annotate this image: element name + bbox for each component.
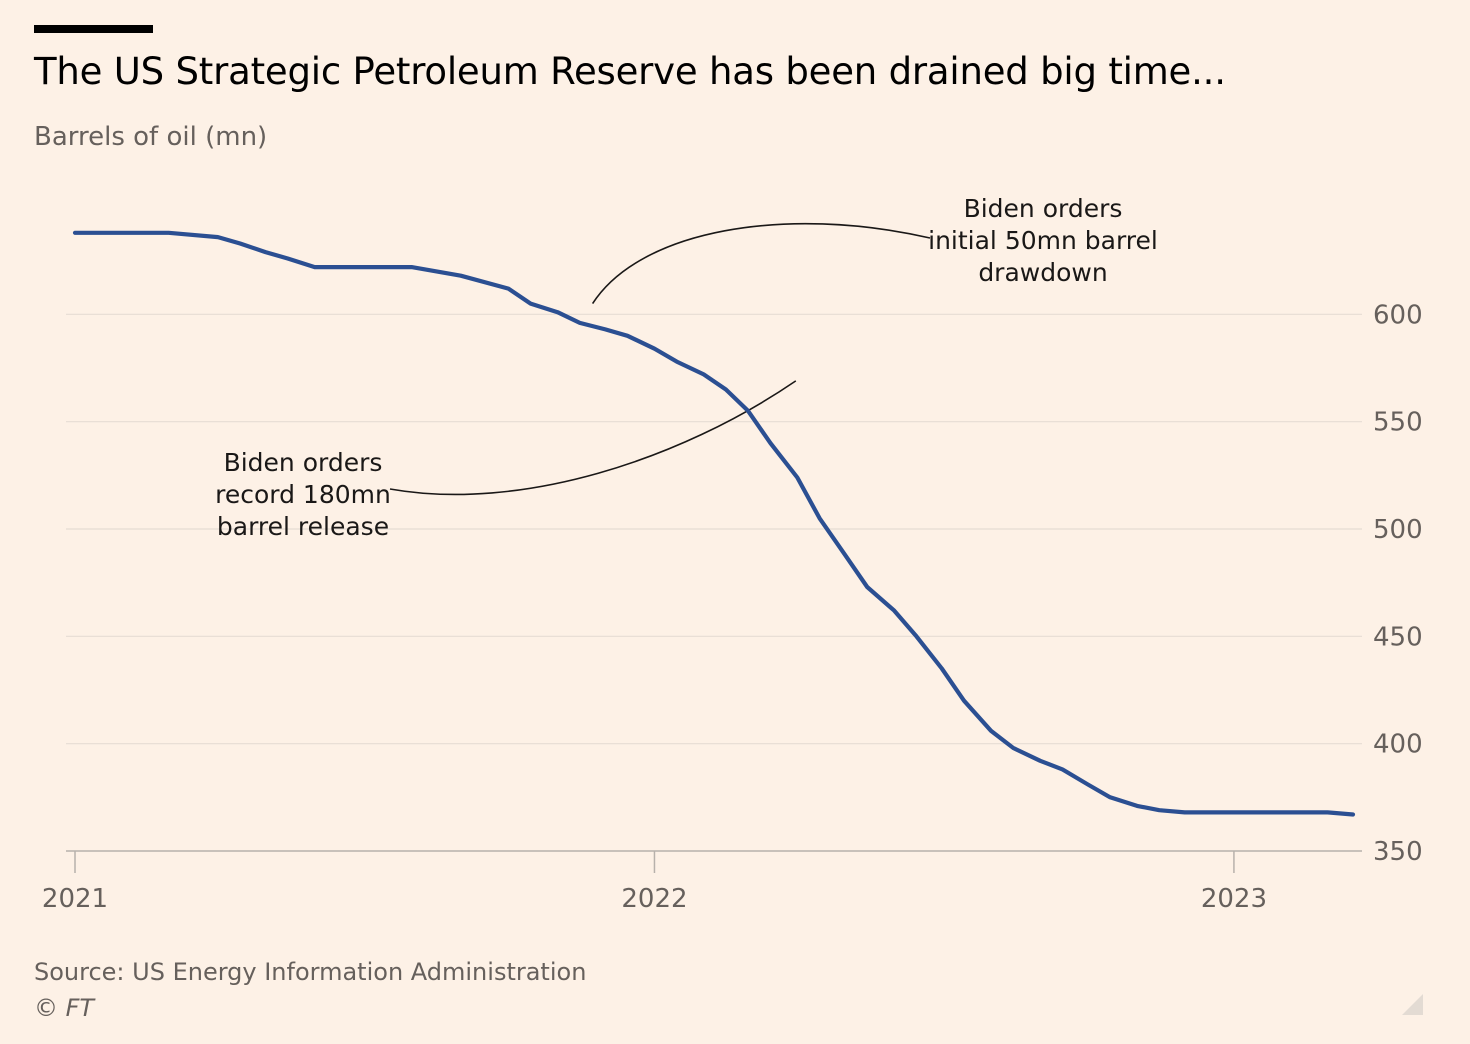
x-tick-labels: 2021 2022 2023 <box>42 851 1267 914</box>
series-line-0 <box>72 230 1356 817</box>
y-tick-label-400: 400 <box>1373 730 1423 760</box>
annotation-1-line-2: initial 50mn barrel <box>928 226 1158 255</box>
x-tick-label-2023: 2023 <box>1201 884 1267 914</box>
copyright-note: © FT <box>34 994 95 1022</box>
y-tick-label-600: 600 <box>1373 300 1423 330</box>
y-tick-label-450: 450 <box>1373 622 1423 652</box>
series <box>72 230 1356 817</box>
source-note: Source: US Energy Information Administra… <box>34 958 587 986</box>
grid-lines <box>66 313 1362 745</box>
y-tick-label-350: 350 <box>1373 837 1423 867</box>
annotation-connector-1 <box>591 222 931 305</box>
y-tick-label-550: 550 <box>1373 408 1423 438</box>
annotation-1-line-3: drawdown <box>978 258 1107 287</box>
brand-bar <box>34 25 153 33</box>
x-tick-label-2021: 2021 <box>42 884 108 914</box>
chart-title: The US Strategic Petroleum Reserve has b… <box>34 50 1226 93</box>
annotations: Biden orders initial 50mn barrel drawdown B… <box>215 194 1158 541</box>
y-tick-label-500: 500 <box>1373 515 1423 545</box>
annotation-2-line-3: barrel release <box>217 512 389 541</box>
y-tick-labels: 350 400 450 500 550 600 <box>1373 300 1423 867</box>
x-tick-label-2022: 2022 <box>621 884 687 914</box>
annotation-2-line-1: Biden orders <box>224 448 383 477</box>
annotation-1-line-1: Biden orders <box>964 194 1123 223</box>
chart-subtitle: Barrels of oil (mn) <box>34 122 268 152</box>
annotation-2-line-2: record 180mn <box>215 480 391 509</box>
corner-mark <box>1402 994 1423 1015</box>
